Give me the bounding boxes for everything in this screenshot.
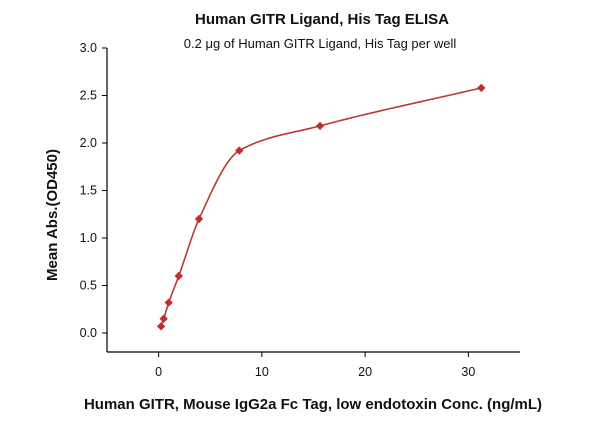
data-point xyxy=(235,146,244,155)
y-tick-label: 3.0 xyxy=(80,41,97,55)
data-points xyxy=(156,83,486,331)
chart-subtitle: 0.2 μg of Human GITR Ligand, His Tag per… xyxy=(184,36,457,51)
axes xyxy=(106,48,520,353)
data-point xyxy=(159,314,168,323)
y-tick-label: 0.0 xyxy=(80,326,97,340)
y-tick-label: 1.0 xyxy=(80,231,97,245)
x-tick-label: 0 xyxy=(155,365,162,379)
x-tick-label: 30 xyxy=(461,365,475,379)
data-point xyxy=(477,83,486,93)
y-ticks: 0.0 0.5 1.0 1.5 2.0 2.5 3.0 xyxy=(80,41,107,340)
data-point xyxy=(194,214,204,224)
data-point xyxy=(164,298,173,307)
y-tick-label: 2.0 xyxy=(80,136,97,150)
y-axis-label: Mean Abs.(OD450) xyxy=(44,149,61,281)
x-tick-label: 10 xyxy=(255,365,269,379)
data-point xyxy=(156,322,166,331)
y-tick-label: 0.5 xyxy=(80,279,97,293)
y-tick-label: 2.5 xyxy=(80,89,97,103)
data-point xyxy=(174,271,183,281)
x-axis-label: Human GITR, Mouse IgG2a Fc Tag, low endo… xyxy=(84,396,542,413)
chart-title: Human GITR Ligand, His Tag ELISA xyxy=(195,11,449,28)
x-ticks: 0 10 20 30 xyxy=(155,352,475,379)
data-point xyxy=(315,121,325,131)
y-tick-label: 1.5 xyxy=(80,184,97,198)
x-tick-label: 20 xyxy=(358,365,372,379)
